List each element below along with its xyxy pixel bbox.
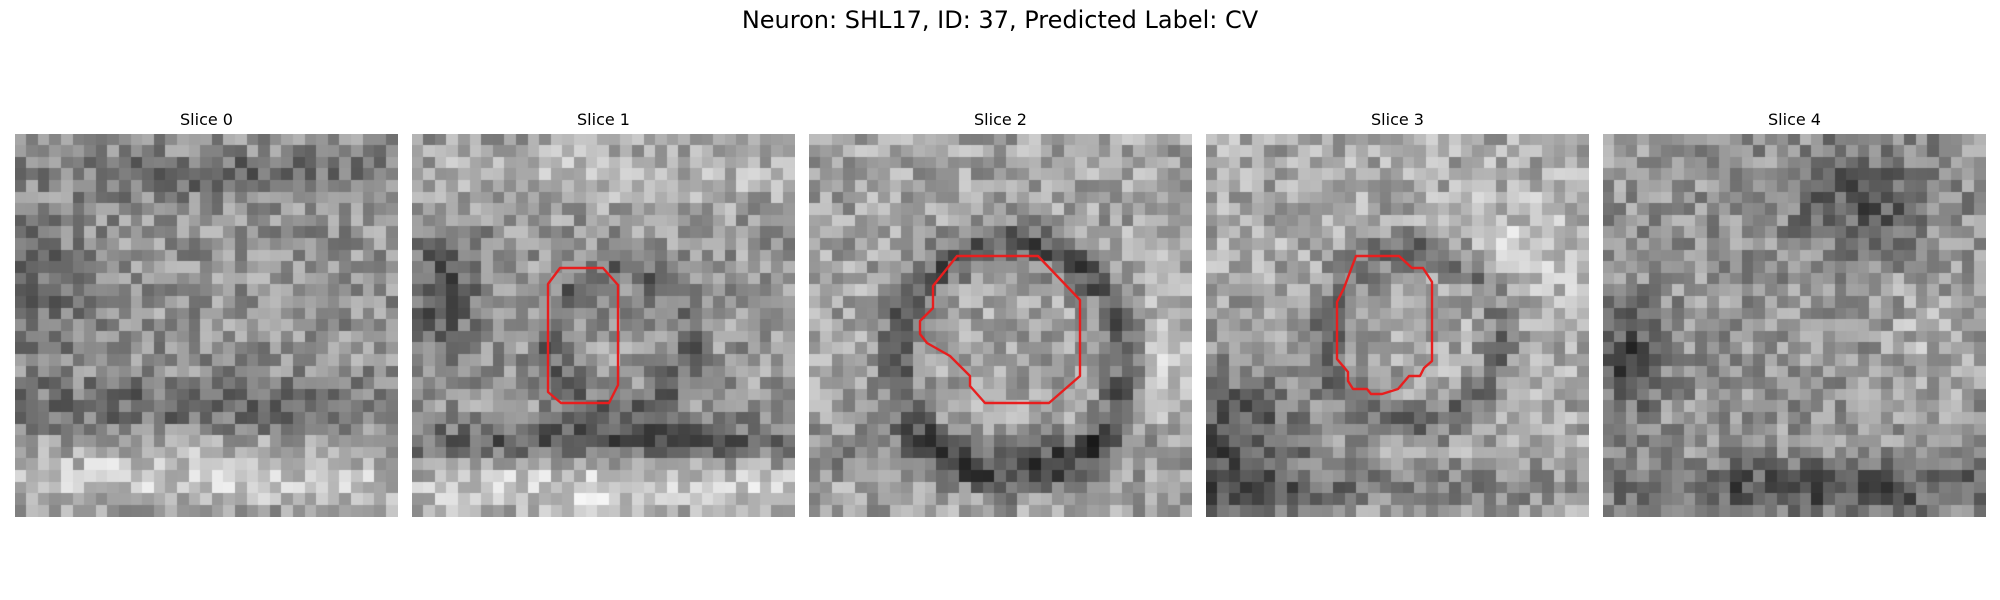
figure-title: Neuron: SHL17, ID: 37, Predicted Label: … — [741, 6, 1259, 34]
slice-title: Slice 1 — [577, 110, 630, 129]
slice-image — [15, 134, 398, 517]
slice-panel-3: Slice 3 — [1206, 110, 1589, 517]
slice-panel-2: Slice 2 — [809, 110, 1192, 517]
slice-panel-4: Slice 4 — [1603, 110, 1986, 517]
contour-outline — [918, 254, 1082, 405]
contour-outline — [546, 266, 620, 405]
slice-title: Slice 2 — [974, 110, 1027, 129]
slice-panel-1: Slice 1 — [412, 110, 795, 517]
slice-image — [412, 134, 795, 517]
slice-image — [1206, 134, 1589, 517]
slice-title: Slice 3 — [1371, 110, 1424, 129]
slice-image — [1603, 134, 1986, 517]
slice-title: Slice 0 — [180, 110, 233, 129]
slice-image — [809, 134, 1192, 517]
slice-title: Slice 4 — [1768, 110, 1821, 129]
slice-panel-0: Slice 0 — [15, 110, 398, 517]
contour-outline — [1335, 254, 1434, 396]
